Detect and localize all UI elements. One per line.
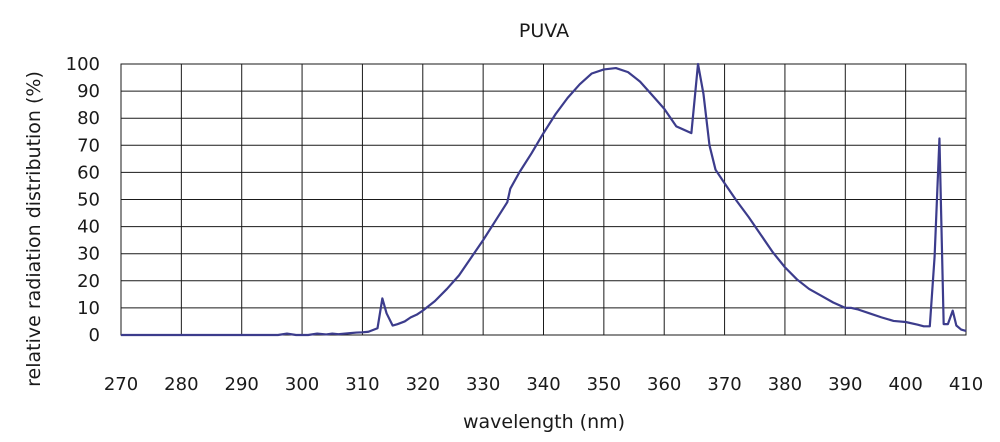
y-tick-label: 80 xyxy=(77,108,100,129)
plot-frame xyxy=(120,63,967,336)
y-tick-label: 0 xyxy=(89,325,100,346)
x-tick-label: 280 xyxy=(164,374,198,395)
x-tick-label: 320 xyxy=(406,374,440,395)
x-tick-label: 380 xyxy=(768,374,802,395)
y-tick-label: 10 xyxy=(77,298,100,319)
x-tick-label: 340 xyxy=(526,374,560,395)
x-tick-label: 390 xyxy=(828,374,862,395)
y-tick-label: 20 xyxy=(77,271,100,292)
x-tick-label: 330 xyxy=(466,374,500,395)
x-tick-label: 370 xyxy=(707,374,741,395)
x-tick-label: 360 xyxy=(647,374,681,395)
y-axis-label: relative radiation distribution (%) xyxy=(23,71,45,387)
y-tick-label: 50 xyxy=(77,190,100,211)
x-tick-labels: 270 280 290 300 310 320 330 340 350 360 370 380 390 4… xyxy=(104,374,983,395)
x-tick-label: 400 xyxy=(888,374,922,395)
y-tick-label: 90 xyxy=(77,81,100,102)
y-tick-label: 40 xyxy=(77,217,100,238)
chart-title: PUVA xyxy=(519,20,569,42)
x-tick-label: 270 xyxy=(104,374,138,395)
y-tick-label: 70 xyxy=(77,135,100,156)
grid xyxy=(120,63,967,336)
x-tick-label: 350 xyxy=(587,374,621,395)
x-tick-label: 410 xyxy=(949,374,983,395)
series-line xyxy=(121,62,967,337)
y-tick-label: 30 xyxy=(77,244,100,265)
x-axis-label: wavelength (nm) xyxy=(463,411,625,433)
y-tick-label: 100 xyxy=(66,54,100,75)
x-tick-label: 290 xyxy=(225,374,259,395)
y-tick-label: 60 xyxy=(77,162,100,183)
x-tick-label: 310 xyxy=(345,374,379,395)
x-tick-label: 300 xyxy=(285,374,319,395)
y-tick-labels: 0 10 20 30 40 50 60 70 80 90 100 xyxy=(66,54,100,346)
